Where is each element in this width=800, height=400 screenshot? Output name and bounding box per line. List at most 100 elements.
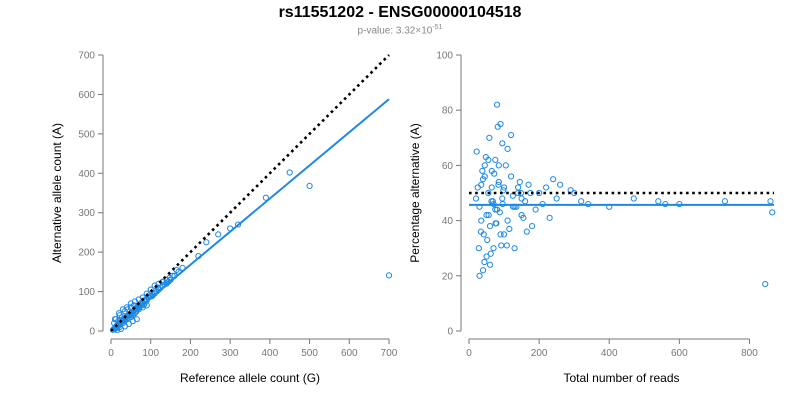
data-point — [485, 211, 492, 219]
expected-ratio-line — [110, 54, 390, 332]
data-point — [486, 261, 494, 268]
data-point — [483, 211, 490, 219]
data-point — [536, 189, 543, 197]
data-point — [497, 231, 504, 238]
data-point — [306, 182, 313, 190]
data-point — [485, 156, 492, 163]
data-point — [111, 316, 119, 323]
data-point — [506, 225, 513, 232]
data-point — [767, 198, 774, 205]
x-tick-label: 200 — [182, 348, 199, 359]
regression-fit-line — [110, 98, 390, 332]
allele-count-scatter: 0 100 200 300 400 500 600 700 0 100 200 300 400 500 60… — [50, 51, 398, 386]
data-point — [492, 220, 499, 227]
data-point — [486, 134, 493, 141]
data-point — [543, 184, 550, 191]
data-point — [487, 250, 494, 257]
y-tick-label: 200 — [78, 248, 95, 259]
x-tick-label: 200 — [531, 348, 548, 359]
data-point — [286, 169, 293, 176]
data-point — [497, 120, 504, 128]
data-point — [525, 181, 532, 188]
data-point — [215, 231, 222, 238]
data-point — [478, 217, 485, 224]
data-point — [495, 181, 502, 188]
data-point — [472, 195, 480, 202]
data-point — [491, 170, 498, 177]
x-tick-label: 800 — [741, 348, 758, 359]
y-axis-label: Alternative allele count (A) — [50, 123, 64, 263]
y-tick-label: 60 — [442, 161, 454, 172]
data-point — [762, 280, 769, 288]
data-point — [136, 304, 143, 311]
data-point — [721, 198, 729, 205]
data-point — [492, 206, 499, 213]
x-tick-label: 600 — [341, 348, 358, 359]
data-point — [154, 284, 161, 291]
data-point — [474, 184, 481, 191]
y-tick-label: 700 — [78, 51, 95, 62]
data-point — [486, 223, 494, 230]
data-point — [516, 178, 523, 186]
data-point — [504, 217, 511, 224]
data-point — [495, 162, 502, 169]
data-point — [493, 101, 501, 108]
data-point — [529, 223, 536, 230]
data-point — [546, 214, 553, 221]
pvalue-exponent: -51 — [432, 24, 443, 31]
y-tick-label: 40 — [442, 216, 454, 227]
data-point — [385, 272, 393, 279]
data-point — [163, 276, 170, 283]
y-tick-label: 80 — [442, 106, 454, 117]
data-point — [484, 236, 491, 244]
y-tick-label: 300 — [78, 208, 95, 219]
data-point — [503, 242, 510, 249]
data-point — [476, 272, 483, 279]
data-point — [481, 173, 488, 180]
x-tick-label: 100 — [142, 348, 159, 359]
data-point — [203, 239, 210, 246]
x-tick-label: 300 — [222, 348, 239, 359]
data-point — [488, 184, 495, 191]
data-point — [504, 145, 511, 152]
x-tick-label: 600 — [671, 348, 688, 359]
x-tick-label: 700 — [381, 348, 398, 359]
data-point — [128, 311, 135, 318]
data-point — [507, 173, 515, 180]
data-point — [480, 231, 487, 238]
data-point — [557, 181, 564, 188]
data-point — [532, 206, 539, 213]
y-tick-label: 0 — [447, 327, 453, 338]
data-point — [500, 184, 508, 191]
x-tick-label: 400 — [601, 348, 618, 359]
percentage-scatter: 0 200 400 600 800 0 20 40 60 80 100 Total number of… — [408, 51, 776, 385]
x-axis-label: Reference allele count (G) — [180, 371, 320, 385]
data-point — [481, 258, 488, 266]
data-point — [490, 245, 497, 252]
y-tick-label: 600 — [78, 90, 95, 101]
y-tick-label: 400 — [78, 169, 95, 180]
data-point — [523, 228, 530, 235]
data-point — [517, 189, 524, 197]
data-point — [492, 156, 499, 163]
y-tick-label: 500 — [78, 129, 95, 140]
data-point — [520, 214, 527, 221]
data-point — [507, 131, 515, 139]
data-point — [499, 195, 506, 202]
y-tick-label: 100 — [436, 51, 453, 62]
data-point — [475, 245, 482, 252]
x-tick-label: 400 — [262, 348, 279, 359]
data-point — [234, 221, 242, 228]
y-tick-label: 20 — [442, 271, 454, 282]
data-point — [123, 304, 130, 311]
data-point — [478, 181, 485, 188]
data-point — [495, 178, 502, 186]
data-point — [479, 267, 487, 274]
data-point — [500, 187, 507, 194]
data-point — [550, 176, 557, 183]
x-tick-label: 0 — [466, 348, 472, 359]
data-point — [479, 167, 486, 175]
data-point — [496, 209, 503, 216]
data-point — [115, 310, 123, 317]
